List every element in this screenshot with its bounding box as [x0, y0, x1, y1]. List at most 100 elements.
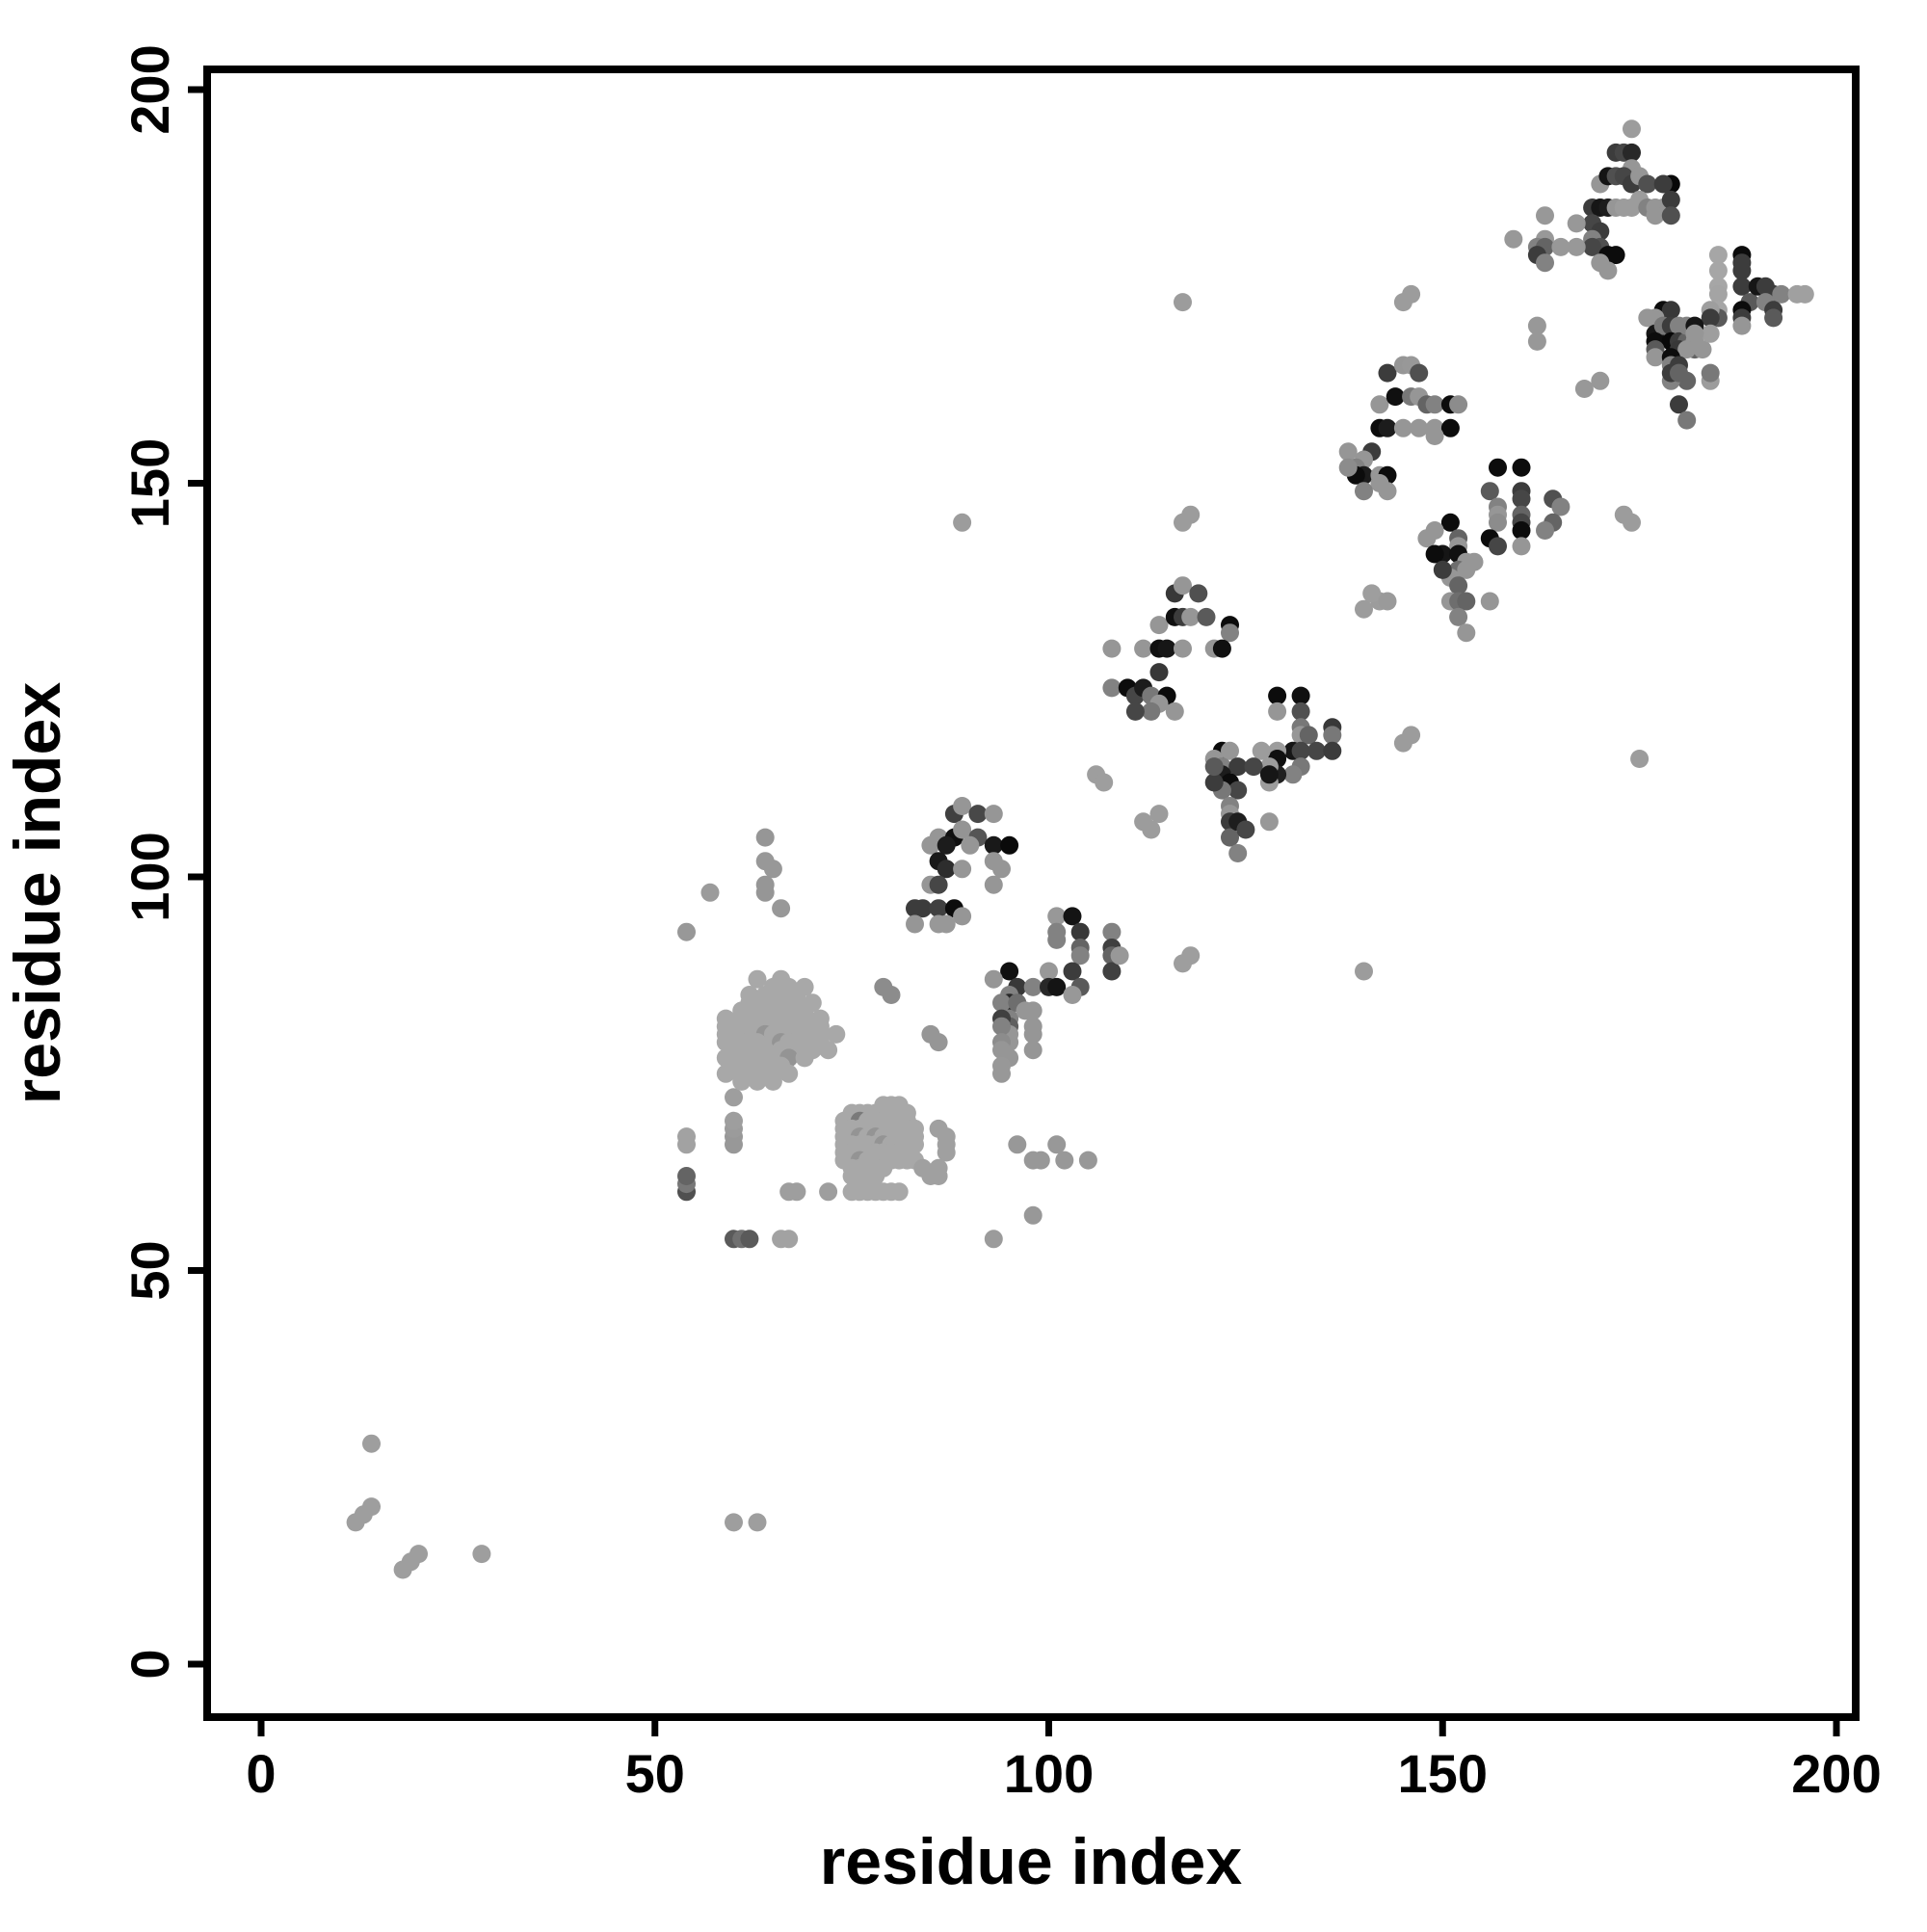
data-point [1583, 237, 1602, 256]
data-point [795, 1048, 814, 1068]
data-point [1149, 616, 1169, 635]
data-point [1551, 237, 1571, 256]
data-point [984, 805, 1003, 824]
data-point [1023, 1205, 1043, 1225]
x-tick-label: 0 [246, 1743, 276, 1804]
data-point [1440, 513, 1460, 532]
plot-frame [203, 66, 1860, 1721]
data-point [1023, 1024, 1043, 1044]
data-point [1063, 962, 1082, 981]
data-point [1181, 505, 1201, 524]
data-point [984, 1230, 1003, 1249]
data-point [1425, 395, 1444, 414]
data-point [1512, 490, 1531, 509]
x-tick-label: 50 [625, 1743, 685, 1804]
data-point [1693, 340, 1712, 359]
data-point [953, 820, 972, 839]
data-point [1228, 757, 1248, 777]
data-point [1449, 395, 1468, 414]
data-point [1291, 686, 1310, 705]
data-point [1228, 844, 1248, 862]
data-point [1393, 418, 1412, 437]
data-point [1259, 812, 1279, 832]
data-point [1204, 757, 1224, 777]
data-point [1567, 237, 1586, 256]
data-point [748, 969, 767, 989]
data-point [1362, 584, 1382, 603]
data-point [1591, 371, 1610, 390]
data-point [763, 860, 782, 879]
data-point [984, 875, 1003, 894]
data-point [968, 805, 988, 824]
y-tick-label: 200 [119, 44, 180, 134]
data-point [1433, 560, 1452, 579]
data-point [1386, 387, 1405, 407]
data-point [1000, 962, 1019, 981]
data-point [409, 1545, 428, 1564]
data-point [984, 969, 1003, 989]
data-point [1677, 410, 1697, 430]
data-point [1480, 592, 1499, 611]
data-point [1457, 560, 1476, 579]
data-point [1670, 363, 1688, 383]
data-point [1732, 316, 1752, 335]
data-point [953, 860, 972, 879]
data-point [1489, 537, 1507, 556]
data-point [1795, 284, 1814, 304]
data-point [1638, 174, 1657, 194]
data-point [1134, 639, 1153, 658]
data-point [1708, 284, 1728, 304]
y-tick-label: 50 [119, 1240, 180, 1300]
data-point [1000, 835, 1019, 855]
data-point [1598, 261, 1618, 280]
data-point [992, 1041, 1011, 1060]
data-point [1653, 174, 1673, 194]
data-point [1425, 544, 1444, 564]
data-point [1047, 977, 1067, 996]
data-point [1181, 607, 1201, 626]
x-axis-ticks: 0 50 100 150 200 [246, 1717, 1882, 1804]
data-point [1623, 513, 1641, 532]
data-point [1008, 1135, 1027, 1154]
data-point [772, 899, 791, 918]
data-point [1708, 261, 1728, 280]
data-point [1630, 750, 1650, 768]
data-point [1378, 363, 1397, 383]
data-point [1181, 946, 1201, 966]
data-point [1527, 316, 1546, 335]
data-point [732, 1072, 752, 1091]
data-point [1708, 246, 1728, 265]
data-point [1323, 741, 1342, 760]
data-point [1355, 962, 1373, 981]
data-point [1378, 418, 1397, 437]
data-point [1527, 331, 1546, 351]
data-point [1299, 726, 1318, 745]
data-point [1355, 482, 1373, 501]
data-point [1102, 922, 1122, 941]
data-point [937, 914, 956, 934]
data-point [1023, 1001, 1043, 1020]
data-point [866, 1167, 885, 1185]
data-point [1489, 513, 1507, 532]
data-point [1063, 907, 1082, 926]
data-point [1252, 741, 1271, 760]
data-point [1174, 293, 1192, 312]
data-point [819, 1041, 838, 1060]
data-point [1504, 229, 1523, 249]
data-point [1291, 701, 1310, 721]
y-tick-label: 150 [119, 438, 180, 528]
data-point [1283, 765, 1303, 784]
data-point [1661, 301, 1680, 320]
data-point [1440, 418, 1460, 437]
data-point [1268, 701, 1287, 721]
data-point [1449, 576, 1468, 595]
data-point [1701, 324, 1720, 343]
data-point [921, 835, 940, 855]
data-point [1102, 962, 1122, 981]
data-point [961, 835, 980, 855]
data-point [1102, 639, 1122, 658]
data-point [1457, 623, 1476, 643]
x-tick-label: 200 [1791, 1743, 1881, 1804]
data-point [1040, 962, 1058, 981]
data-point [1110, 946, 1129, 966]
